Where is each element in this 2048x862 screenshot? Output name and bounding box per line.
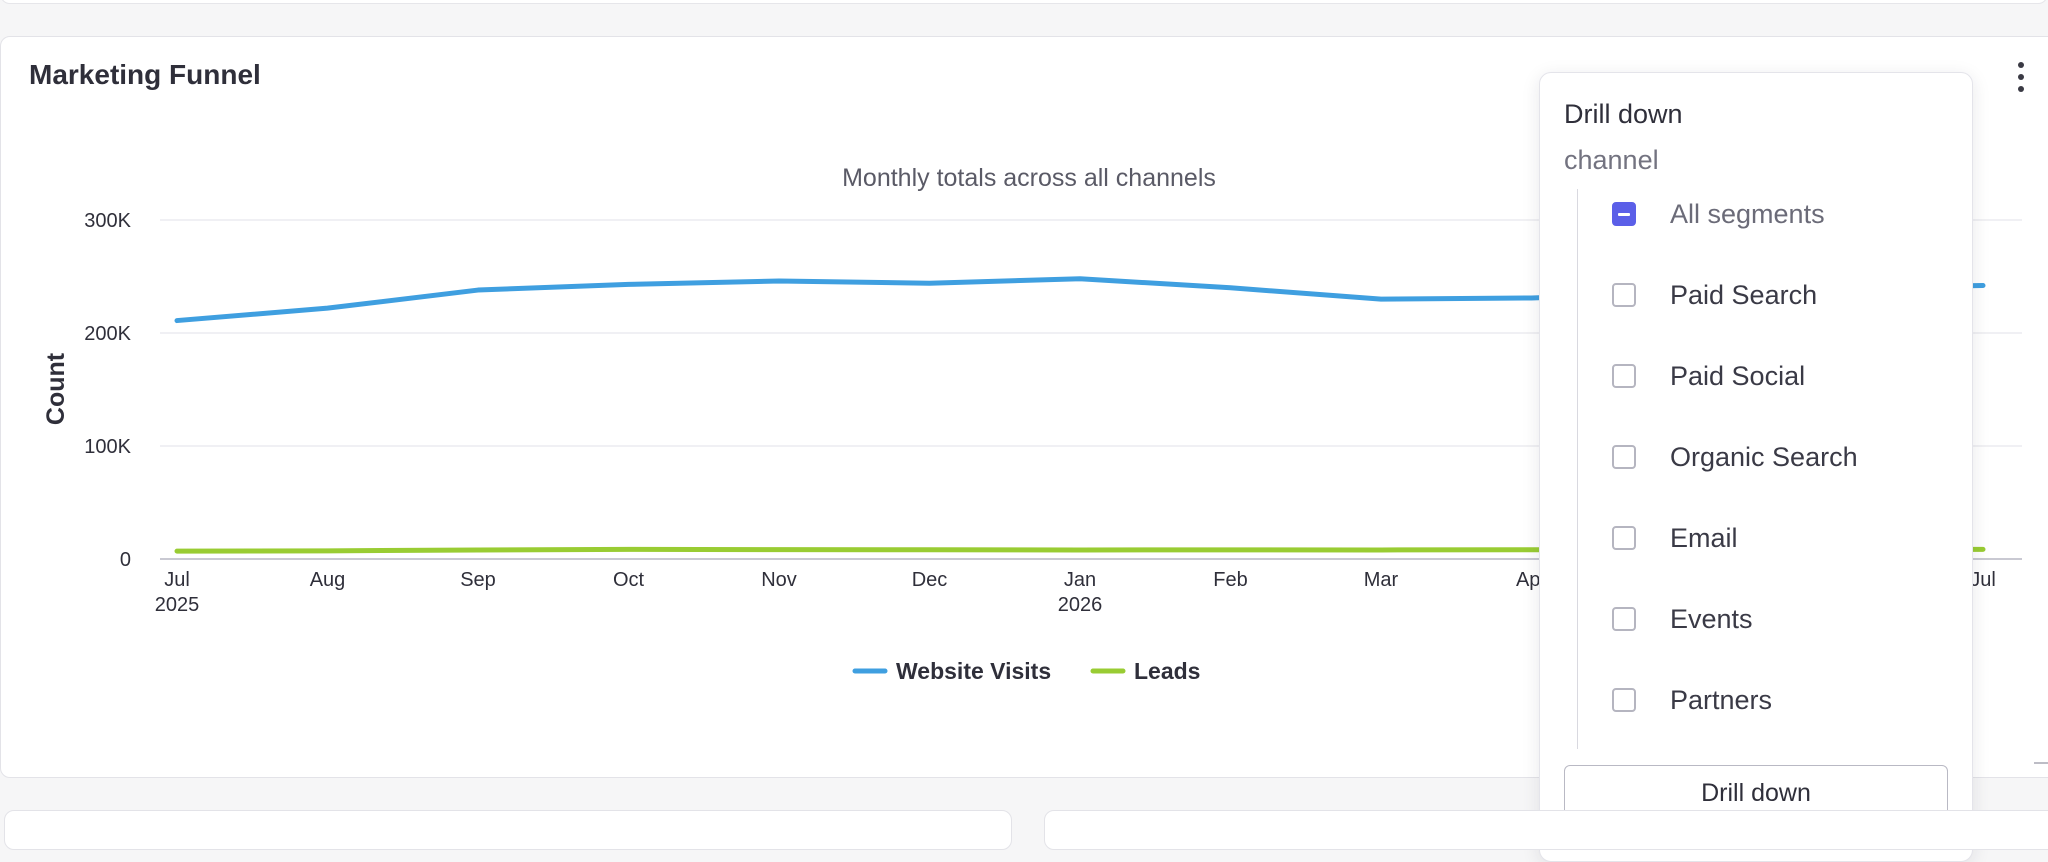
x-tick-label: Oct	[613, 569, 645, 591]
resize-handle[interactable]	[2034, 762, 2048, 764]
checkbox-icon[interactable]	[1612, 526, 1636, 550]
segment-option[interactable]: Partners	[1578, 675, 1948, 725]
legend-item[interactable]: Leads	[1090, 658, 1200, 684]
drilldown-dimension: channel	[1564, 145, 1659, 175]
chart-legend[interactable]: Website Visits Leads	[852, 658, 1200, 684]
x-tick-label: Mar	[1364, 569, 1399, 591]
legend-label: Leads	[1134, 658, 1200, 684]
card-title: Marketing Funnel	[29, 59, 261, 90]
checkbox-icon[interactable]	[1612, 364, 1636, 388]
segment-list: All segments Paid Search Paid Social Organi…	[1577, 189, 1958, 749]
x-tick-sublabel: 2026	[1058, 594, 1103, 616]
x-tick-label: Aug	[310, 569, 346, 591]
segment-label: Organic Search	[1670, 441, 1858, 472]
checkbox-icon[interactable]	[1612, 607, 1636, 631]
checkbox-icon[interactable]	[1612, 688, 1636, 712]
segment-label: Paid Social	[1670, 360, 1806, 391]
y-tick-label: 200K	[84, 323, 131, 345]
x-tick-sublabel: 2025	[155, 594, 200, 616]
drilldown-title: Drill down	[1564, 99, 1683, 129]
x-tick-label: Sep	[460, 569, 496, 591]
checkbox-icon[interactable]	[1612, 283, 1636, 307]
drilldown-popover: Drill down channel All segments Paid Sear…	[1539, 72, 1973, 862]
y-tick-label: 0	[120, 549, 131, 571]
x-tick-label: Jul	[164, 569, 190, 591]
next-card-right	[1044, 810, 2048, 850]
segment-label: Partners	[1670, 684, 1773, 715]
chart-subtitle: Monthly totals across all channels	[842, 164, 1216, 192]
segment-option[interactable]: Organic Search	[1578, 432, 1948, 482]
segment-label: Email	[1670, 522, 1738, 553]
segment-label: Paid Search	[1670, 279, 1818, 310]
next-card-left	[4, 810, 1012, 850]
segment-option[interactable]: All segments	[1578, 189, 1948, 239]
x-tick-label: Dec	[912, 569, 948, 591]
segment-label: All segments	[1670, 198, 1825, 229]
checkbox-indeterminate-icon[interactable]	[1612, 202, 1636, 226]
y-axis-ticks: 0 100K 200K 300K	[84, 210, 131, 571]
segment-option[interactable]: Email	[1578, 513, 1948, 563]
legend-label: Website Visits	[896, 658, 1051, 684]
segment-option[interactable]: Paid Social	[1578, 351, 1948, 401]
legend-item[interactable]: Website Visits	[852, 658, 1051, 684]
x-tick-label: Jul	[1970, 569, 1996, 591]
y-tick-label: 100K	[84, 436, 131, 458]
checkbox-icon[interactable]	[1612, 445, 1636, 469]
segment-option[interactable]: Events	[1578, 594, 1948, 644]
y-tick-label: 300K	[84, 210, 131, 232]
segment-option[interactable]: Paid Search	[1578, 270, 1948, 320]
x-tick-label: Feb	[1213, 569, 1247, 591]
x-tick-label: Jan	[1064, 569, 1096, 591]
segment-label: Events	[1670, 603, 1753, 634]
x-tick-label: Nov	[761, 569, 797, 591]
more-options-icon[interactable]	[2010, 62, 2032, 98]
y-axis-title: Count	[42, 352, 70, 425]
